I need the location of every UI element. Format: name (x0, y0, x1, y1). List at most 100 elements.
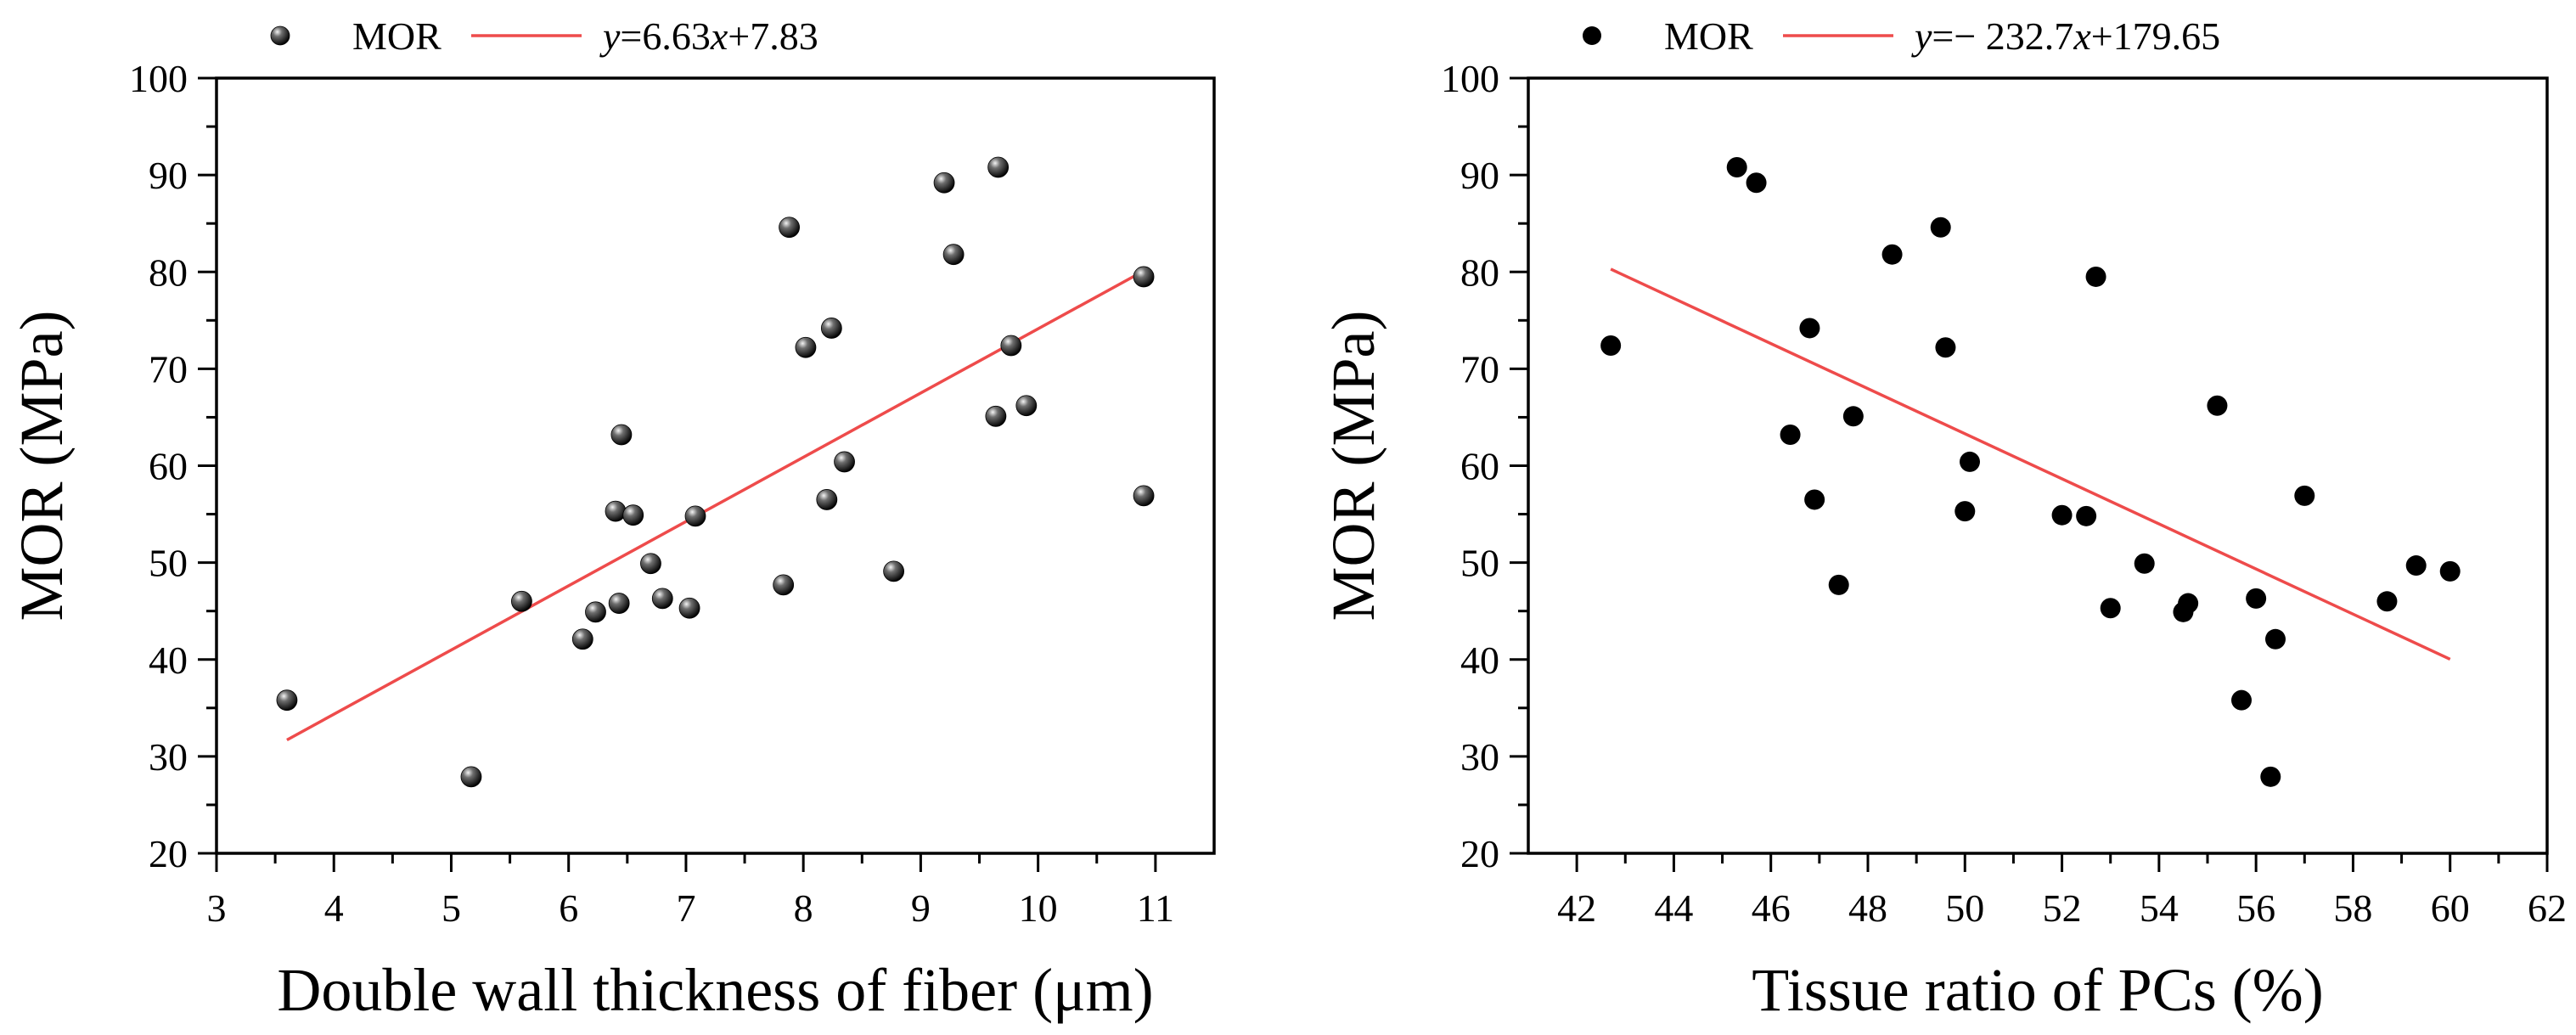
data-point (640, 553, 661, 575)
data-point (1780, 424, 1801, 445)
data-point (942, 244, 965, 266)
y-tick-label: 20 (149, 832, 188, 875)
data-point (2178, 593, 2199, 614)
data-point (1726, 156, 1747, 177)
y-tick-label: 100 (129, 57, 188, 100)
x-tick-label: 52 (2043, 886, 2082, 930)
equation-part: y (599, 14, 621, 58)
data-point (622, 504, 644, 526)
data-point (2076, 505, 2097, 526)
data-point (2265, 628, 2286, 650)
y-tick-label: 60 (149, 445, 188, 488)
fit-line (1610, 267, 2451, 661)
data-point (2439, 560, 2461, 582)
y-axis-title: MOR (MPa) (8, 310, 76, 621)
data-point (605, 500, 627, 522)
x-tick-label: 3 (207, 886, 227, 930)
y-tick-label: 40 (149, 638, 188, 682)
x-tick-label: 10 (1019, 886, 1058, 930)
y-tick-label: 30 (149, 735, 188, 779)
legend-series-label: MOR (352, 14, 442, 58)
data-point (1828, 574, 1849, 595)
y-tick-label: 50 (149, 542, 188, 585)
equation-part: +7.83 (728, 14, 818, 58)
data-point (933, 172, 955, 194)
x-tick-label: 50 (1945, 886, 1984, 930)
y-tick-label: 70 (149, 347, 188, 391)
data-point (1842, 406, 1864, 427)
data-point (816, 489, 838, 510)
data-point (2207, 395, 2228, 416)
data-point (2246, 588, 2267, 609)
x-tick-label: 8 (794, 886, 813, 930)
data-point (1133, 266, 1155, 288)
data-point (1799, 318, 1820, 339)
y-tick-label: 90 (149, 154, 188, 197)
data-point (276, 689, 298, 712)
x-tick-label: 9 (911, 886, 931, 930)
data-point (2405, 555, 2427, 577)
data-point (460, 766, 482, 788)
data-point (1746, 172, 1767, 194)
data-point (511, 590, 532, 612)
y-tick-label: 80 (1460, 250, 1499, 294)
x-tick-label: 42 (1557, 886, 1596, 930)
x-axis-title: Double wall thickness of fiber (μm) (277, 956, 1153, 1024)
data-point (1881, 244, 1903, 265)
x-tick-label: 56 (2236, 886, 2275, 930)
data-point (585, 601, 606, 623)
x-tick-label: 46 (1752, 886, 1791, 930)
legend-series-label: MOR (1664, 14, 1753, 58)
equation-part: =− 232.7 (1932, 14, 2073, 58)
data-point (1954, 501, 1976, 522)
data-point (987, 156, 1010, 178)
x-tick-label: 4 (324, 886, 344, 930)
x-tick-label: 54 (2140, 886, 2179, 930)
chart-panel-1: 20 30 40 50 60 70 80 90 100 3 4 5 6 7 8 9 10 11 Double wal… (8, 14, 1216, 1024)
data-point (1960, 451, 1980, 472)
data-point (779, 217, 800, 239)
fit-line (286, 269, 1145, 742)
data-point (2231, 689, 2252, 711)
data-point (820, 318, 842, 339)
data-point (1600, 335, 1622, 356)
data-point (795, 336, 817, 358)
data-point (610, 424, 633, 446)
legend-marker (1583, 26, 1601, 45)
data-point (651, 588, 673, 610)
x-tick-label: 48 (1848, 886, 1887, 930)
x-tick-label: 60 (2431, 886, 2470, 930)
y-tick-label: 50 (1460, 542, 1499, 585)
y-tick-label: 100 (1441, 57, 1499, 100)
x-tick-label: 7 (676, 886, 695, 930)
y-tick-label: 70 (1460, 347, 1499, 391)
data-point (2294, 485, 2315, 506)
equation-part: x (710, 14, 728, 58)
y-tick-label: 30 (1460, 735, 1499, 779)
data-point (1935, 337, 1956, 358)
equation-part: x (2073, 14, 2091, 58)
x-tick-label: 5 (442, 886, 461, 930)
data-point (684, 505, 706, 527)
equation-part: =6.63 (620, 14, 710, 58)
data-point (2134, 553, 2155, 574)
data-point (2085, 266, 2106, 287)
x-tick-label: 58 (2333, 886, 2372, 930)
x-tick-label: 62 (2528, 886, 2567, 930)
x-tick-label: 6 (559, 886, 578, 930)
data-point (1000, 335, 1022, 357)
data-point (985, 405, 1007, 427)
legend-fit-equation: y=6.63x+7.83 (599, 14, 818, 58)
chart-panel-2: 20 30 40 50 60 70 80 90 100 42 44 46 48 50 52 54 56 58 60 6… (1319, 14, 2567, 1024)
y-tick-label: 80 (149, 250, 188, 294)
y-axis-title: MOR (MPa) (1319, 310, 1387, 621)
data-point (2376, 591, 2398, 612)
data-point (1804, 489, 1825, 510)
y-tick-label: 20 (1460, 832, 1499, 875)
y-tick-label: 90 (1460, 154, 1499, 197)
data-point (1133, 485, 1155, 507)
data-point (2260, 766, 2281, 787)
y-tick-label: 40 (1460, 638, 1499, 682)
legend-marker (270, 25, 290, 46)
